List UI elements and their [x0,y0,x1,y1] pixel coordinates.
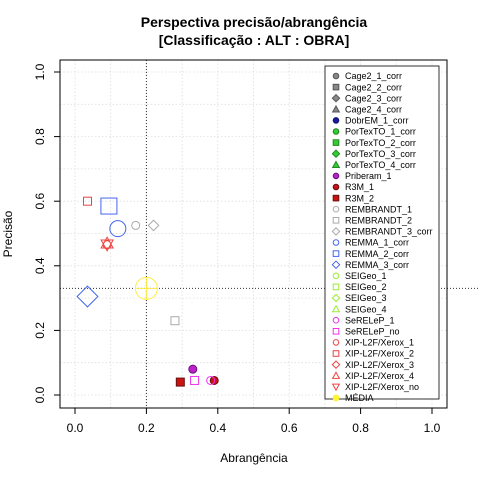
legend-label: PorTexTO_4_corr [345,160,416,170]
legend-label: MÉDIA [345,393,374,403]
legend-marker [331,227,341,236]
legend-label: SEIGeo_3 [345,293,387,303]
x-tick-label: 0.4 [209,421,226,435]
legend-marker [332,272,340,280]
legend-label: Cage2_2_corr [345,82,402,92]
reference-lines [60,60,480,408]
legend-label: REMBRANDT_2 [345,216,412,226]
data-point [206,375,216,385]
x-axis-title: Abrangência [220,451,288,465]
legend-label: REMMA_1_corr [345,238,409,248]
data-point [109,220,127,238]
legend-label: XIP-L2F/Xerox_no [345,382,419,392]
legend-marker [332,83,340,91]
legend-label: Cage2_4_corr [345,105,402,115]
data-point [100,197,118,215]
y-tick-label: 0.2 [33,322,47,339]
legend-label: SEIGeo_4 [345,304,387,314]
legend-marker [331,260,341,270]
data-point [175,377,185,387]
data-point-media [134,276,158,300]
y-axis: 0.0 0.2 0.4 0.6 0.8 1.0 [33,63,60,403]
data-point [100,236,114,249]
data-point [147,219,160,232]
y-axis-title: Precisão [1,210,15,257]
legend-label: XIP-L2F/Xerox_4 [345,371,414,381]
legend-label: REMMA_2_corr [345,249,409,259]
legend-marker [332,117,340,124]
legend-label: PorTexTO_3_corr [345,149,416,159]
legend-marker [331,104,341,113]
legend-box [324,65,440,400]
x-tick-label: 0.8 [352,421,369,435]
legend-label: R3M_2 [345,193,374,203]
legend-label: XIP-L2F/Xerox_1 [345,338,414,348]
legend-label: Cage2_3_corr [345,93,402,103]
y-tick-label: 0.0 [33,386,47,403]
legend-label: DobrEM_1_corr [345,116,409,126]
legend-marker [332,217,340,224]
legend-label: XIP-L2F/Xerox_2 [345,349,414,359]
legend-marker [332,128,340,135]
data-point [100,239,114,252]
x-tick-label: 0.0 [67,421,84,435]
legend-label: PorTexTO_2_corr [345,138,416,148]
legend-label: PorTexTO_1_corr [345,127,416,137]
legend-label: REMBRANDT_1 [345,204,412,214]
y-tick-label: 1.0 [33,63,47,80]
chart-title: Perspectiva precisão/abrangência [141,14,368,30]
y-tick-label: 0.8 [33,128,47,145]
legend-marker [332,250,340,257]
y-tick-label: 0.4 [33,257,47,274]
legend-marker [331,160,341,168]
data-point [170,316,180,326]
y-tick-label: 0.6 [33,193,47,210]
legend-label: REMMA_3_corr [345,260,409,270]
legend-marker [332,172,340,180]
plot-area-frame [59,59,448,409]
x-tick-label: 1.0 [424,421,441,435]
legend-marker [332,72,340,80]
legend-marker [332,339,340,346]
legend-marker [332,283,340,291]
legend-marker [332,183,340,191]
x-tick-label: 0.2 [138,421,155,435]
legend-label: Priberam_1 [345,171,392,181]
legend-marker [332,328,340,335]
legend-label: SeRELeP_1 [345,315,395,325]
data-point [131,220,141,230]
legend-marker [331,93,341,103]
legend-marker [331,383,341,392]
legend-marker [332,394,340,402]
data-point [190,375,200,385]
legend-marker [331,371,341,379]
legend-label: SeRELeP_no [345,327,400,337]
x-axis: 0.0 0.2 0.4 0.6 0.8 1.0 [67,408,441,435]
legend-marker [331,360,341,369]
legend-label: REMBRANDT_3_corr [345,227,433,237]
data-point [76,285,99,308]
legend-marker [332,239,340,246]
legend-label: SEIGeo_1 [345,271,387,281]
legend-marker [331,304,341,313]
legend-label: SEIGeo_2 [345,282,387,292]
chart-subtitle: [Classificação : ALT : OBRA] [159,32,350,48]
legend-marker [332,350,340,357]
data-point [82,196,92,206]
legend-marker [331,149,341,159]
data-points [76,196,219,387]
legend-marker [332,194,340,202]
legend-marker [331,293,341,303]
legend-label: R3M_1 [345,182,374,192]
legend-marker [332,205,340,213]
legend-label: XIP-L2F/Xerox_3 [345,360,414,370]
legend-marker [332,139,340,146]
legend-label: Cage2_1_corr [345,71,402,81]
legend-marker [332,316,340,324]
x-tick-label: 0.6 [281,421,298,435]
data-point [188,364,198,374]
